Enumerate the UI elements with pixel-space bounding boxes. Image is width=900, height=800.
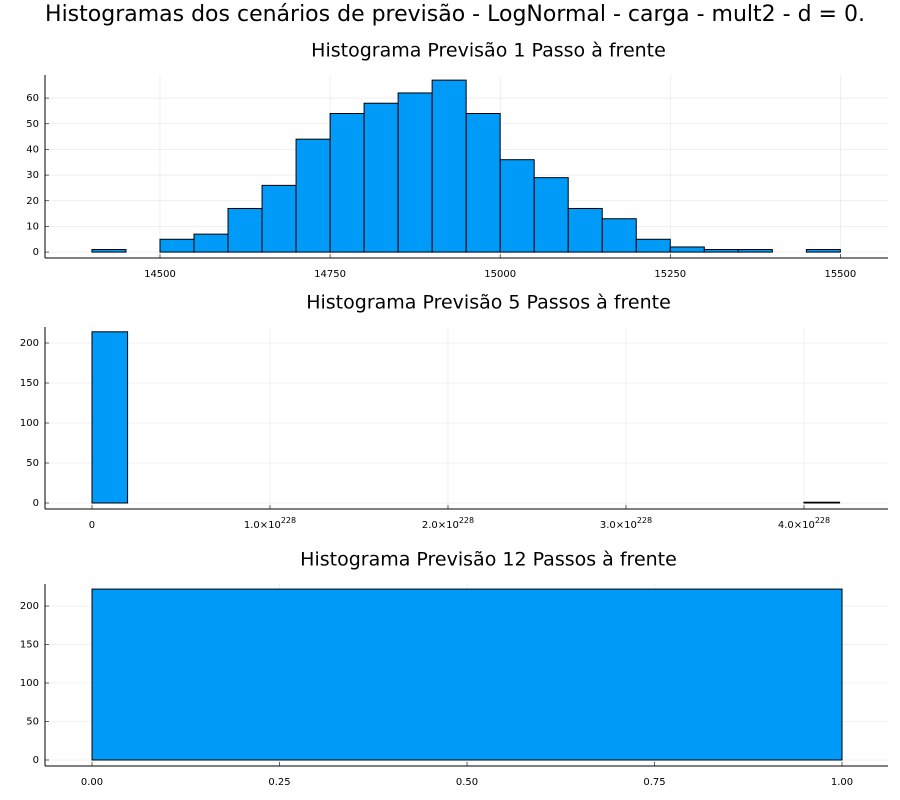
x-tick-label: 0.75 [643, 777, 665, 788]
y-tick-label: 20 [26, 196, 39, 207]
x-tick-label: 1.0×10228 [244, 516, 296, 532]
panel-title: Histograma Previsão 5 Passos à frente [306, 292, 671, 314]
bar [397, 92, 433, 253]
y-tick-label: 0 [33, 755, 39, 766]
bar [499, 159, 535, 253]
x-tick-label: 15250 [654, 269, 686, 280]
x-tick-label: 14500 [144, 269, 176, 280]
bar [193, 233, 229, 253]
x-tick-label: 14750 [314, 269, 346, 280]
panel-title: Histograma Previsão 1 Passo à frente [311, 40, 666, 62]
x-tick-label-base: 3.0×10 [600, 520, 637, 531]
bar [261, 184, 297, 253]
panel-title: Histograma Previsão 12 Passos à frente [300, 549, 677, 571]
y-tick-label: 10 [26, 221, 39, 232]
bar [669, 246, 705, 253]
x-tick-label: 4.0×10228 [778, 516, 830, 532]
y-tick-label: 50 [26, 119, 39, 130]
y-tick-label: 40 [26, 144, 39, 155]
bar [329, 112, 365, 253]
bar [159, 238, 195, 253]
y-tick-label: 50 [26, 717, 39, 728]
x-tick-label: 15000 [484, 269, 516, 280]
x-tick-label: 15500 [824, 269, 856, 280]
bar [803, 501, 841, 504]
x-tick-label-base: 1.0×10 [244, 520, 281, 531]
bar [533, 177, 569, 253]
bar [635, 238, 671, 253]
bar [91, 588, 843, 761]
x-tick-label-exponent: 228 [459, 516, 474, 525]
x-tick-label: 0 [89, 520, 95, 531]
y-tick-label: 100 [20, 418, 39, 429]
x-tick-label: 1.00 [831, 777, 853, 788]
y-tick-label: 50 [26, 458, 39, 469]
y-tick-label: 100 [20, 678, 39, 689]
bar [465, 112, 501, 253]
bar [737, 249, 773, 253]
x-tick-label-exponent: 228 [281, 516, 296, 525]
bar [431, 79, 467, 253]
y-tick-label: 150 [20, 640, 39, 651]
x-tick-label: 2.0×10228 [422, 516, 474, 532]
bar [805, 249, 841, 253]
x-tick-label: 3.0×10228 [600, 516, 652, 532]
y-tick-label: 60 [26, 93, 39, 104]
bar [567, 207, 603, 253]
y-tick-label: 200 [20, 601, 39, 612]
bar [227, 207, 263, 253]
bar [363, 102, 399, 253]
bar [703, 249, 739, 253]
x-tick-label: 0.25 [268, 777, 290, 788]
x-tick-label-exponent: 228 [637, 516, 652, 525]
y-tick-label: 0 [33, 498, 39, 509]
y-tick-label: 30 [26, 170, 39, 181]
x-tick-label: 0.50 [456, 777, 478, 788]
y-tick-label: 0 [33, 247, 39, 258]
main-title: Histogramas dos cenários de previsão - L… [45, 2, 865, 27]
y-tick-label: 150 [20, 378, 39, 389]
x-tick-label-exponent: 228 [815, 516, 830, 525]
x-tick-label-base: 2.0×10 [422, 520, 459, 531]
bar [91, 249, 127, 253]
x-tick-label-base: 4.0×10 [778, 520, 815, 531]
x-tick-label: 0.00 [81, 777, 103, 788]
bar [91, 331, 129, 504]
bar [295, 138, 331, 253]
bar [601, 218, 637, 253]
y-tick-label: 200 [20, 338, 39, 349]
